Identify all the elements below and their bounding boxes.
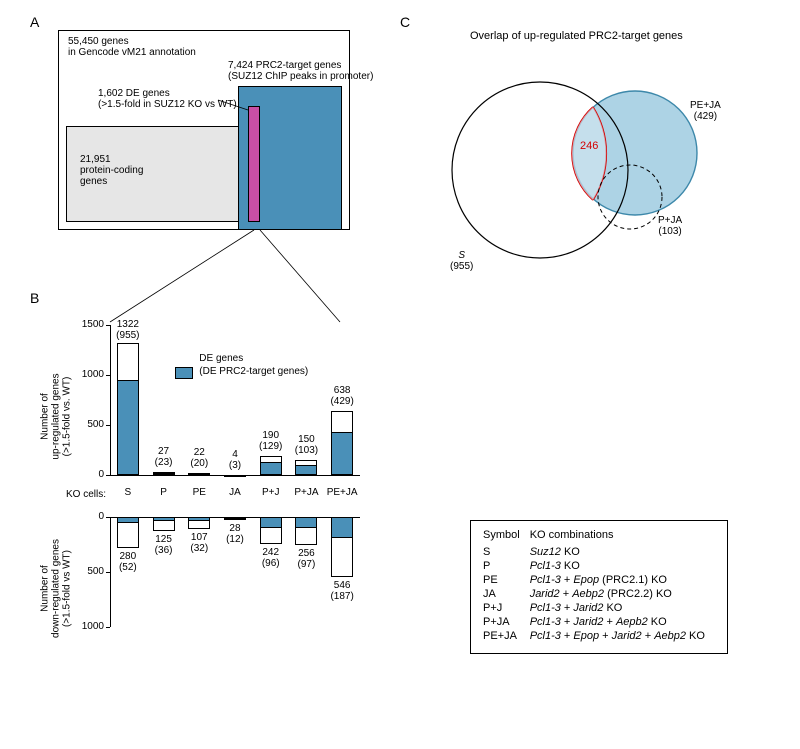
table-row: PE+JAPcl1-3 + Epop + Jarid2 + Aebp2 KO bbox=[483, 629, 715, 643]
connector-a-to-b bbox=[0, 0, 400, 330]
ko-th-symbol: Symbol bbox=[483, 529, 530, 545]
panel-b-chart: 05001000150005001000Number ofup-regulate… bbox=[58, 315, 368, 695]
panel-c-label: C bbox=[400, 14, 410, 30]
table-row: PEPcl1-3 + Epop (PRC2.1) KO bbox=[483, 573, 715, 587]
table-row: JAJarid2 + Aebp2 (PRC2.2) KO bbox=[483, 587, 715, 601]
table-row: P+JAPcl1-3 + Jarid2 + Aepb2 KO bbox=[483, 615, 715, 629]
panel-b-label: B bbox=[30, 290, 39, 306]
panel-c-venn: Overlap of up-regulated PRC2-target gene… bbox=[430, 30, 760, 290]
venn-pja-label: P+JA(103) bbox=[658, 215, 682, 237]
table-row: P+JPcl1-3 + Jarid2 KO bbox=[483, 601, 715, 615]
ko-combinations-table: Symbol KO combinations SSuz12 KOPPcl1-3 … bbox=[470, 520, 728, 654]
venn-svg bbox=[430, 40, 760, 290]
table-row: PPcl1-3 KO bbox=[483, 559, 715, 573]
venn-s-label: S(955) bbox=[450, 250, 473, 272]
venn-peja-label: PE+JA(429) bbox=[690, 100, 721, 122]
venn-overlap-value: 246 bbox=[580, 140, 598, 152]
ko-th-combo: KO combinations bbox=[530, 529, 715, 545]
table-row: SSuz12 KO bbox=[483, 545, 715, 559]
